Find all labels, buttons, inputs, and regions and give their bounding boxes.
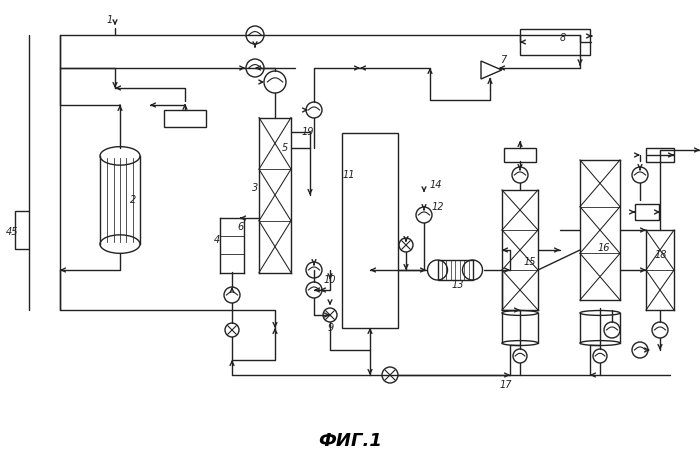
- Bar: [164, 110, 206, 126]
- Text: 7: 7: [500, 55, 506, 65]
- Text: 1: 1: [107, 15, 113, 25]
- Text: 5: 5: [282, 143, 288, 153]
- Text: 2: 2: [130, 195, 136, 205]
- Text: 17: 17: [500, 380, 512, 390]
- Text: 15: 15: [524, 257, 536, 267]
- Text: 18: 18: [655, 250, 668, 260]
- Text: 14: 14: [430, 180, 442, 190]
- Bar: [504, 148, 536, 162]
- Bar: [520, 29, 590, 55]
- Bar: [15, 211, 29, 249]
- Bar: [635, 204, 659, 220]
- Bar: [342, 132, 398, 327]
- Text: 8: 8: [560, 33, 566, 43]
- Text: 6: 6: [237, 222, 244, 232]
- Text: 4: 4: [214, 235, 220, 245]
- Text: 45: 45: [6, 227, 18, 237]
- Text: 16: 16: [598, 243, 610, 253]
- Bar: [646, 148, 674, 162]
- Text: ФИГ.1: ФИГ.1: [318, 432, 382, 450]
- Text: 3: 3: [252, 183, 258, 193]
- Text: 10: 10: [324, 275, 337, 285]
- Text: 13: 13: [452, 280, 465, 290]
- Text: 19: 19: [302, 127, 314, 137]
- Text: 11: 11: [343, 170, 356, 180]
- Text: 12: 12: [432, 202, 444, 212]
- Bar: [438, 260, 472, 280]
- Text: 9: 9: [328, 323, 335, 333]
